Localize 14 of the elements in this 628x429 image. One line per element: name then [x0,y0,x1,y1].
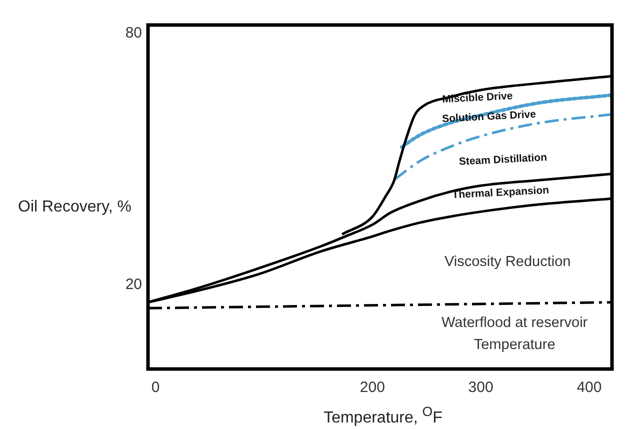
x-tick-label: 200 [360,379,385,396]
annotation: Viscosity Reduction [444,254,571,270]
annotation: Miscible Drive [442,90,514,106]
annotation: Solution Gas Drive [442,108,536,126]
y-tick-label: 80 [125,24,142,42]
y-tick-label: 20 [125,276,142,294]
annotation: Waterflood at reservoir Temperature [441,314,588,353]
x-axis-title: Temperature, $^{O}$F [322,403,444,428]
y-axis-title: Oil Recovery, % [18,198,132,216]
annotation: Thermal Expansion [452,184,550,202]
x-tick-label: 0 [151,379,160,396]
annotation: Steam Distillation [458,152,548,168]
x-tick-label: 400 [576,379,602,396]
x-tick-label: 300 [468,379,494,396]
